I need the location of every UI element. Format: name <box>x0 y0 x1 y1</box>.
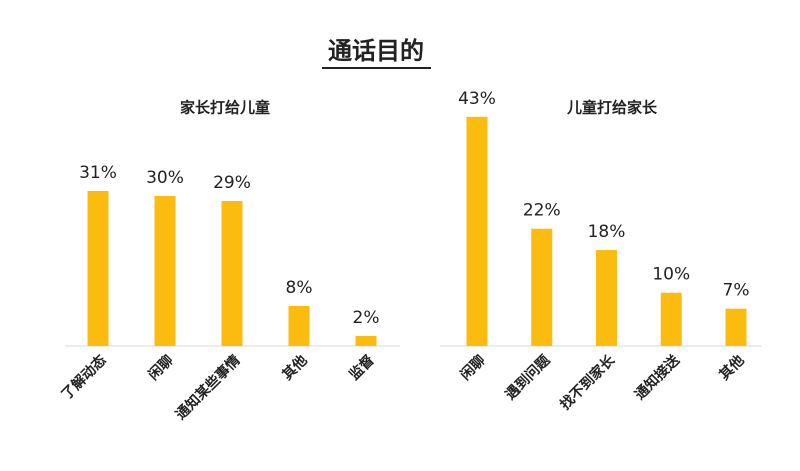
category-label: 闲聊 <box>145 352 177 384</box>
bar <box>466 116 488 346</box>
value-label: 22% <box>523 201 561 221</box>
value-label: 31% <box>79 163 117 183</box>
value-label: 18% <box>588 222 626 242</box>
category-label: 通知接送 <box>631 351 683 403</box>
bar <box>660 292 682 346</box>
category-label: 遇到问题 <box>502 351 554 403</box>
bar <box>87 191 109 346</box>
bar <box>221 201 243 346</box>
value-label: 29% <box>213 173 251 193</box>
bar <box>725 308 747 346</box>
category-label: 了解动态 <box>58 352 110 404</box>
bar <box>154 196 176 346</box>
category-label: 找不到家长 <box>557 351 619 413</box>
value-label: 10% <box>652 265 690 285</box>
bar <box>596 250 617 346</box>
category-label: 其他 <box>716 352 748 384</box>
category-label: 其他 <box>279 352 311 384</box>
value-label: 43% <box>458 89 496 109</box>
bar <box>288 306 310 346</box>
category-label: 监督 <box>346 352 378 384</box>
category-label: 通知某些事情 <box>172 352 243 423</box>
bar <box>355 336 377 346</box>
value-label: 8% <box>286 278 313 298</box>
value-label: 30% <box>146 168 184 188</box>
category-label: 闲聊 <box>457 352 489 384</box>
bar <box>531 228 553 346</box>
chart-title: 家长打给儿童 <box>180 99 270 117</box>
value-label: 2% <box>353 308 380 328</box>
value-label: 7% <box>723 281 750 301</box>
page-title: 通话目的 <box>328 37 424 65</box>
chart-title: 儿童打给家长 <box>566 99 658 117</box>
